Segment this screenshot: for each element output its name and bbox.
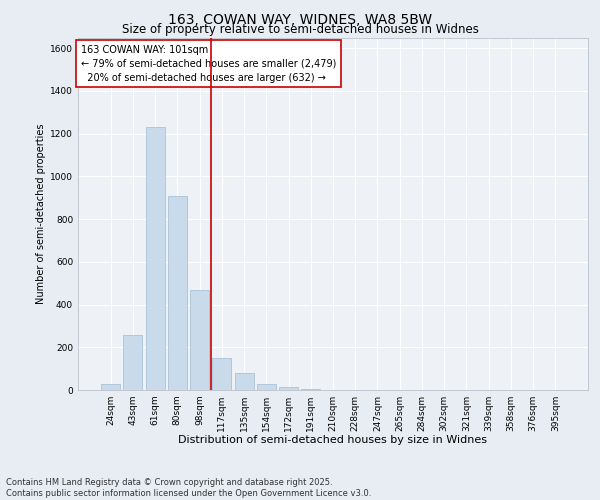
Bar [168, 196, 187, 390]
Bar [146, 127, 164, 390]
Bar [124, 335, 142, 390]
Bar [279, 387, 298, 390]
Text: Contains HM Land Registry data © Crown copyright and database right 2025.
Contai: Contains HM Land Registry data © Crown c… [6, 478, 371, 498]
Text: 163 COWAN WAY: 101sqm
← 79% of semi-detached houses are smaller (2,479)
  20% of: 163 COWAN WAY: 101sqm ← 79% of semi-deta… [80, 44, 336, 82]
Bar [301, 389, 320, 390]
X-axis label: Distribution of semi-detached houses by size in Widnes: Distribution of semi-detached houses by … [179, 436, 487, 446]
Bar [235, 373, 254, 390]
Text: Size of property relative to semi-detached houses in Widnes: Size of property relative to semi-detach… [122, 22, 478, 36]
Text: 163, COWAN WAY, WIDNES, WA8 5BW: 163, COWAN WAY, WIDNES, WA8 5BW [168, 12, 432, 26]
Bar [101, 384, 120, 390]
Bar [212, 358, 231, 390]
Y-axis label: Number of semi-detached properties: Number of semi-detached properties [36, 124, 46, 304]
Bar [257, 384, 276, 390]
Bar [190, 290, 209, 390]
